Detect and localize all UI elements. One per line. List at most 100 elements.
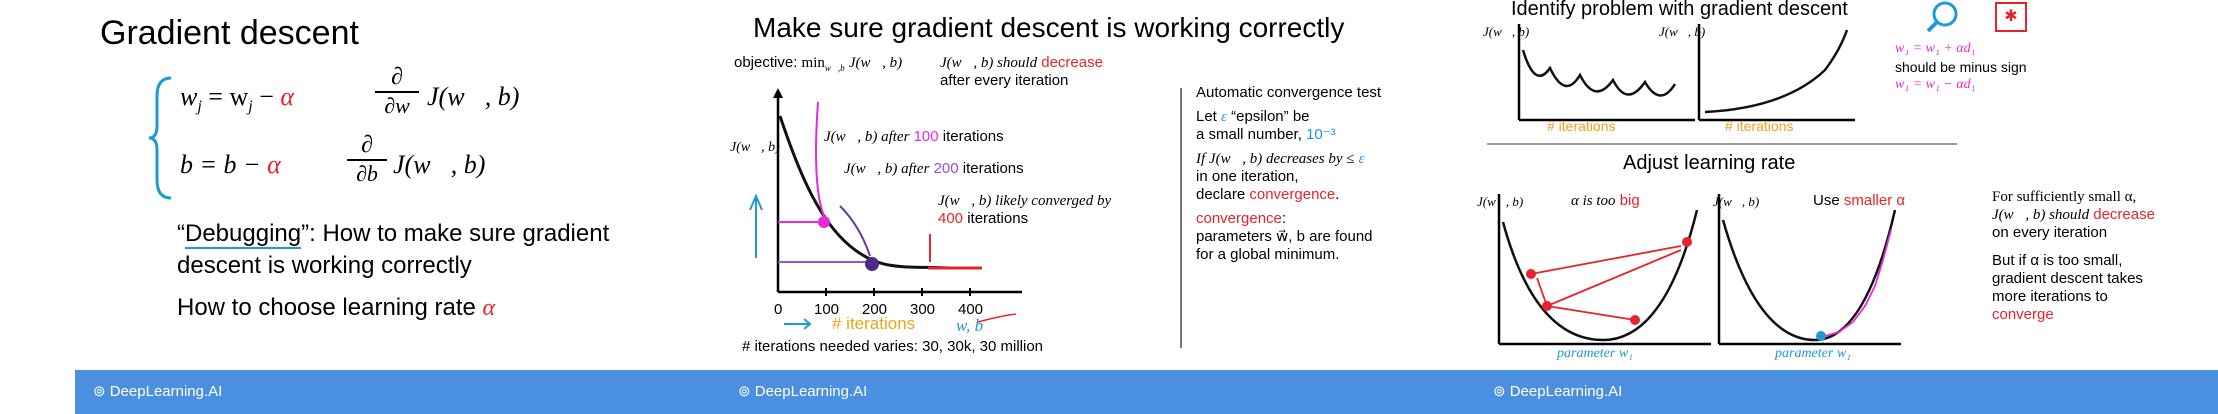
objective-label: objective:	[734, 54, 798, 71]
slide-learning-rate: Identify problem with gradient descent ✱…	[1475, 0, 2218, 414]
partial-fraction-w: ∂ ∂w	[375, 64, 419, 119]
bug-icon: ✱	[1995, 2, 2027, 32]
j-label-right: J(w⃗, b)	[1659, 24, 1706, 39]
slide-title: Gradient descent	[100, 14, 359, 52]
choose-learning-rate: How to choose learning rate α	[177, 294, 495, 322]
alpha-symbol-b: α	[267, 150, 281, 179]
use-smaller-word: smaller α	[1843, 192, 1906, 209]
likely-converged-label: J(w⃗, b) likely converged by 400 iterati…	[938, 192, 1111, 228]
after-200-label: J(w⃗, b) after 200 iterations	[844, 160, 1024, 178]
logo-text: DeepLearning.AI	[109, 383, 223, 400]
j-label-big: J(w⃗, b)	[1477, 194, 1524, 209]
y-blue-arrow	[749, 193, 763, 258]
identify-title: Identify problem with gradient descent	[1511, 0, 1848, 20]
slide-gradient-descent: Gradient descent wj = wj − α ∂ ∂w J(w⃗, …	[75, 0, 720, 414]
magnifier-icon	[1926, 1, 1958, 33]
convergence-def: convergence:	[1196, 210, 1287, 227]
eq-b-lhs: b = b −	[180, 150, 268, 179]
logo-text: DeepLearning.AI	[1509, 383, 1623, 400]
logo-icon: ⊚	[93, 383, 106, 400]
objective-text: objective: minw⃗,b J(w⃗, b)	[734, 54, 902, 73]
eq-w-sub: j	[197, 98, 202, 116]
quote-open: “	[177, 220, 185, 247]
iterations-needed-varies: # iterations needed varies: 30, 30k, 30 …	[742, 338, 1044, 355]
red-scribble	[977, 313, 1017, 323]
let-eps-pre: Let	[1196, 108, 1217, 125]
minus-sign-note: should be minus sign	[1895, 59, 2027, 75]
vertical-divider	[1180, 88, 1182, 348]
y-axis	[773, 88, 783, 292]
if-line2: in one iteration,	[1196, 168, 1299, 185]
suff-small-line3: on every iteration	[1992, 224, 2108, 241]
should-decrease-text: J(w⃗, b) should decrease after every ite…	[940, 54, 1103, 89]
iterations-label-right: # iterations	[1725, 118, 1794, 134]
sufficiently-small-note: For sufficiently small α, J(w⃗, b) shoul…	[1992, 188, 2155, 324]
small-number-pre: a small number,	[1196, 126, 1302, 143]
let-eps-post: “epsilon” be	[1231, 108, 1310, 125]
tick-label-200: 200	[862, 301, 887, 318]
arrow-100	[815, 101, 825, 217]
alpha-symbol-lr: α	[482, 295, 496, 321]
suff-small-line2: J(w⃗, b) should	[1992, 207, 2090, 223]
logo-text: DeepLearning.AI	[754, 383, 868, 400]
iterations-label-left: # iterations	[1547, 118, 1616, 134]
alpha-big-word: big	[1619, 192, 1640, 209]
equations-brace	[148, 76, 172, 200]
wb-note: w, b	[956, 316, 984, 335]
after-100-num: 100	[913, 128, 939, 145]
fix-notes: w₁ = w₁ + αd₁ should be minus sign w₁ = …	[1895, 40, 2027, 94]
debugging-word: Debugging	[185, 220, 302, 249]
auto-test-title: Automatic convergence test	[1196, 84, 1382, 101]
use-smaller-label: Use smaller α	[1813, 192, 1905, 209]
auto-convergence-panel: Automatic convergence test Let ε “epsilo…	[1196, 84, 1381, 264]
section-divider	[1487, 143, 1957, 145]
alpha-too-big-label: α is too big	[1571, 192, 1640, 210]
debugging-text: “Debugging”: How to make sure gradient d…	[177, 218, 609, 282]
partial-denominator-w: ∂w	[375, 91, 419, 119]
alpha-symbol: α	[280, 82, 295, 111]
y-axis-label: J(w⃗, b)	[730, 140, 780, 155]
small-number: a small number, 10⁻³	[1196, 126, 1381, 144]
diverging-cost-chart	[1697, 24, 1855, 122]
slide-title: Make sure gradient descent is working co…	[753, 12, 1345, 43]
declare-convergence: declare convergence.	[1196, 186, 1340, 203]
oscillating-cost-chart	[1517, 24, 1695, 122]
small-number-val: 10⁻³	[1306, 126, 1336, 143]
tick-label-300: 300	[910, 301, 935, 318]
eq-w-lhs: w	[180, 82, 198, 111]
learning-curve-chart: 0 100 200 300 400	[749, 88, 1022, 330]
after-200-post: iterations	[962, 160, 1024, 177]
after-every: after every iteration	[940, 72, 1069, 89]
partial-fraction-b: ∂ ∂b	[347, 132, 387, 187]
partial-numerator: ∂	[391, 64, 403, 90]
update-equation-b: b = b − α	[180, 150, 281, 180]
x-axis-label: # iterations	[832, 314, 916, 333]
declare-pre: declare	[1196, 186, 1246, 203]
slide-footer: ⊚ DeepLearning.AI	[75, 370, 720, 414]
if-line1: If J(w⃗, b) decreases by ≤	[1196, 151, 1355, 167]
after-100-pre: J(w⃗, b) after	[824, 129, 910, 145]
declare-word: convergence	[1249, 186, 1336, 203]
tick-label-400: 400	[958, 301, 983, 318]
point-200-iterations	[865, 257, 879, 271]
j-label-small: J(w⃗, b)	[1713, 194, 1760, 209]
cost-function-b: J(w⃗, b)	[393, 150, 486, 179]
alpha-too-big-chart	[1497, 194, 1711, 346]
if-decreases: If J(w⃗, b) decreases by ≤ ε	[1196, 150, 1381, 168]
likely-line1: J(w⃗, b) likely converged by	[938, 193, 1112, 209]
global-line: for a global minimum.	[1196, 246, 1340, 263]
use-smaller-alpha-chart	[1717, 194, 1901, 346]
param-label-small: parameter w₁	[1775, 346, 1852, 361]
debugging-rest: ”: How to make sure gradient	[301, 220, 610, 247]
but-line2: gradient descent takes	[1992, 270, 2143, 287]
use-smaller-pre: Use	[1813, 192, 1840, 209]
slide-footer: ⊚ DeepLearning.AI	[1475, 370, 2218, 414]
choose-lr-text: How to choose learning rate	[177, 294, 476, 321]
eq-w-sub2: j	[248, 98, 253, 116]
params-line: parameters w⃗, b are found	[1196, 228, 1373, 245]
logo-icon: ⊚	[738, 383, 751, 400]
cost-curve	[778, 115, 951, 270]
slide-footer: ⊚ DeepLearning.AI	[720, 370, 1475, 414]
tick-label-100: 100	[814, 301, 839, 318]
fix-eq2: w₁ = w₁ − αd₁	[1895, 77, 1976, 92]
